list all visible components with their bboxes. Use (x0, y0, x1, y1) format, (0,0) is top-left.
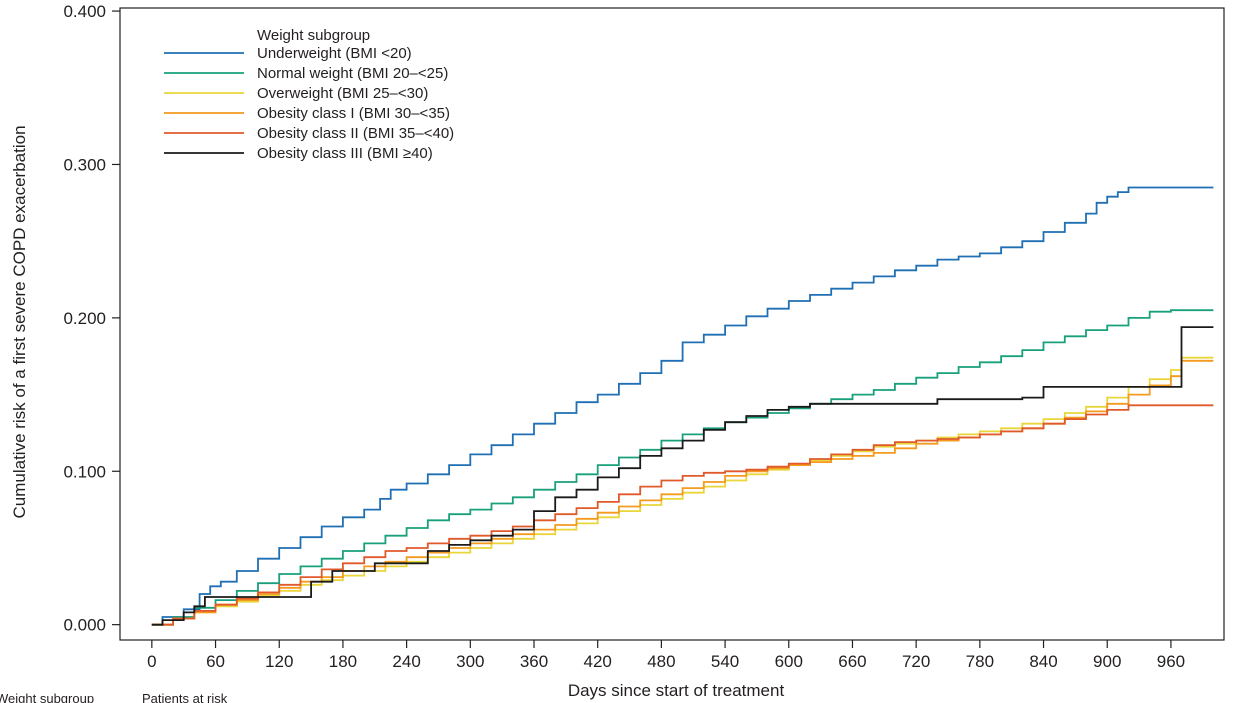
legend-label: Normal weight (BMI 20–<25) (257, 65, 448, 82)
x-tick-label: 480 (647, 652, 675, 671)
series-line-6 (151, 326, 1214, 626)
risk-table-group-label: Weight subgroup (0, 691, 94, 703)
series-line-1 (151, 186, 1214, 626)
x-tick-label: 360 (520, 652, 548, 671)
x-tick-label: 540 (711, 652, 739, 671)
x-tick-label: 900 (1093, 652, 1121, 671)
y-tick-label: 0.100 (63, 462, 106, 481)
x-tick-label: 840 (1029, 652, 1057, 671)
y-tick-label: 0.200 (63, 309, 106, 328)
y-tick-label: 0.300 (63, 155, 106, 174)
legend-title: Weight subgroup (257, 27, 370, 44)
x-tick-label: 300 (456, 652, 484, 671)
series-line-5 (151, 404, 1214, 626)
x-tick-label: 420 (584, 652, 612, 671)
y-tick-label: 0.000 (63, 616, 106, 635)
y-axis-title: Cumulative risk of a first severe COPD e… (10, 125, 29, 518)
x-axis-title: Days since start of treatment (568, 681, 785, 700)
x-tick-label: 120 (265, 652, 293, 671)
legend-label: Obesity class I (BMI 30–<35) (257, 105, 450, 122)
x-tick-label: 960 (1157, 652, 1185, 671)
x-tick-label: 780 (966, 652, 994, 671)
x-tick-label: 60 (206, 652, 225, 671)
series-lines (151, 186, 1214, 626)
x-tick-label: 600 (775, 652, 803, 671)
plot-border (119, 7, 1225, 641)
x-tick-label: 240 (392, 652, 420, 671)
y-axis: 0.000 0.100 0.200 0.300 0.400 (63, 2, 120, 635)
x-tick-label: 660 (838, 652, 866, 671)
plot-frame (119, 7, 1225, 641)
risk-table-patients-label: Patients at risk (142, 691, 228, 703)
x-tick-label: 0 (147, 652, 156, 671)
legend: Weight subgroup Underweight (BMI <20) Nor… (164, 27, 454, 162)
legend-label: Overweight (BMI 25–<30) (257, 85, 428, 102)
legend-label: Obesity class III (BMI ≥40) (257, 145, 433, 162)
x-tick-label: 720 (902, 652, 930, 671)
legend-label: Obesity class II (BMI 35–<40) (257, 125, 454, 142)
x-axis: 0 60 120 180 240 300 360 420 480 540 600 660 720 780 8… (147, 640, 1185, 671)
legend-label: Underweight (BMI <20) (257, 45, 412, 62)
x-tick-label: 180 (329, 652, 357, 671)
y-tick-label: 0.400 (63, 2, 106, 21)
